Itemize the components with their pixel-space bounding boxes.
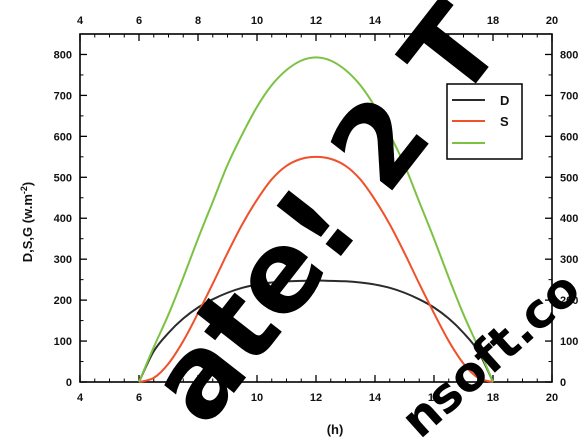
y-tick-label-right: 0 [560, 377, 566, 389]
x-tick-label-top: 18 [487, 15, 499, 27]
watermark-small-text: nsoft.co [391, 261, 582, 438]
x-tick-label-bottom: 8 [195, 392, 201, 404]
x-tick-label-bottom: 4 [77, 392, 84, 404]
x-tick-label-top: 6 [136, 15, 142, 27]
y-tick-label-left: 500 [54, 172, 72, 184]
y-tick-label-left: 600 [54, 131, 72, 143]
series-lines [138, 56, 494, 383]
y-tick-label-left: 100 [54, 336, 72, 348]
y-tick-label-left: 400 [54, 213, 72, 225]
y-tick-label-left: 700 [54, 90, 72, 102]
y-tick-label-right: 200 [560, 295, 578, 307]
x-tick-label-top: 10 [251, 15, 263, 27]
y-tick-label-right: 300 [560, 254, 578, 266]
legend-label-d: D [500, 93, 509, 108]
x-tick-label-bottom: 12 [310, 392, 322, 404]
x-tick-label-top: 4 [77, 15, 84, 27]
x-tick-label-bottom: 18 [487, 392, 499, 404]
series-line-d [138, 279, 494, 383]
x-tick-label-bottom: 14 [369, 392, 382, 404]
legend: D S [446, 83, 523, 160]
y-tick-label-left: 0 [66, 377, 72, 389]
series-line-g [138, 56, 494, 383]
watermark: ate! 2 T nsoft.co [124, 0, 582, 438]
x-tick-label-bottom: 6 [136, 392, 142, 404]
x-tick-label-top: 14 [369, 15, 382, 27]
y-tick-label-right: 400 [560, 213, 578, 225]
series-line-s [138, 155, 494, 383]
y-tick-label-right: 700 [560, 90, 578, 102]
x-axis-title: (h) [327, 422, 344, 437]
y-tick-label-left: 300 [54, 254, 72, 266]
y-tick-label-right: 500 [560, 172, 578, 184]
x-tick-label-bottom: 20 [546, 392, 558, 404]
x-tick-label-top: 8 [195, 15, 201, 27]
x-tick-label-top: 20 [546, 15, 558, 27]
y-tick-label-left: 200 [54, 295, 72, 307]
x-tick-label-bottom: 16 [428, 392, 440, 404]
x-tick-label-bottom: 10 [251, 392, 263, 404]
legend-label-s: S [500, 114, 509, 129]
x-tick-label-top: 12 [310, 15, 322, 27]
y-tick-label-right: 800 [560, 49, 578, 61]
x-tick-label-top: 16 [428, 15, 440, 27]
y-tick-label-left: 800 [54, 49, 72, 61]
y-tick-label-right: 600 [560, 131, 578, 143]
y-tick-label-right: 100 [560, 336, 578, 348]
y-axis-title: D,S,G (w.m-2) [19, 182, 35, 263]
